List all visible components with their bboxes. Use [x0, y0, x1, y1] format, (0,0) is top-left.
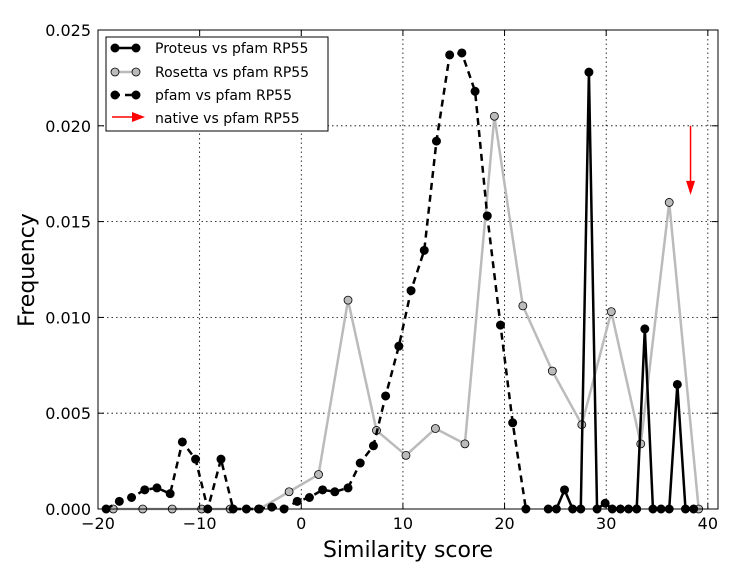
data-point-pfam — [140, 485, 150, 495]
data-point-pfam — [431, 136, 441, 146]
x-tick-label: 0 — [296, 514, 306, 533]
data-point-pfam — [114, 496, 124, 506]
data-point-pfam — [330, 487, 340, 497]
data-point-rosetta — [606, 307, 616, 317]
plot-frame — [97, 29, 719, 510]
y-tick-label: 0.020 — [45, 117, 91, 136]
x-tick-label: 40 — [698, 514, 718, 533]
data-point-pfam — [127, 493, 137, 503]
native-arrow-head — [686, 180, 696, 195]
data-point-rosetta — [401, 450, 411, 460]
data-point-rosetta — [343, 295, 353, 305]
data-point-pfam — [267, 502, 277, 512]
data-point-pfam — [470, 86, 480, 96]
data-point-proteus — [560, 485, 570, 495]
y-axis-title: Frequency — [15, 213, 40, 327]
y-tick-label: 0.010 — [45, 308, 91, 327]
legend-marker-proteus-left — [110, 43, 120, 53]
data-point-pfam — [191, 454, 201, 464]
series-line-pfam — [105, 51, 528, 511]
legend-box — [105, 36, 329, 132]
series-native — [686, 125, 696, 195]
x-axis-title: Similarity score — [323, 538, 493, 563]
legend-entry-native: native vs pfam RP55 — [112, 111, 300, 127]
data-point-pfam — [216, 454, 226, 464]
data-point-pfam — [292, 496, 302, 506]
data-point-pfam — [482, 211, 492, 221]
y-tick-label: 0.015 — [45, 213, 91, 232]
legend-label-rosetta: Rosetta vs pfam RP55 — [155, 65, 309, 81]
legend-entry-proteus: Proteus vs pfam RP55 — [110, 41, 308, 57]
x-tick-label: 30 — [596, 514, 616, 533]
legend-label-pfam: pfam vs pfam RP55 — [155, 88, 292, 104]
legend-marker-pfam-right — [131, 90, 141, 100]
data-point-rosetta — [460, 439, 470, 449]
data-point-pfam — [381, 391, 391, 401]
data-point-pfam — [394, 341, 404, 351]
legend-label-proteus: Proteus vs pfam RP55 — [155, 41, 308, 57]
legend-marker-rosetta-left — [110, 67, 120, 77]
grid — [98, 30, 718, 509]
data-point-proteus — [640, 324, 650, 334]
ticks: −20 −10 0 10 20 30 40 0.000 0.005 0.010 0.015 0.020… — [45, 21, 718, 533]
legend: Proteus vs pfam RP55 Rosetta vs pfam RP5… — [105, 36, 329, 132]
y-tick-label: 0.005 — [45, 404, 91, 423]
y-tick-label: 0.025 — [45, 21, 91, 40]
legend-label-native: native vs pfam RP55 — [155, 111, 300, 127]
series-pfam — [101, 48, 531, 514]
data-point-pfam — [152, 483, 162, 493]
data-point-proteus — [600, 498, 610, 508]
data-point-pfam — [445, 50, 455, 60]
data-point-rosetta — [664, 198, 674, 207]
x-tick-label: −20 — [81, 514, 115, 533]
x-tick-label: −10 — [183, 514, 217, 533]
data-point-pfam — [419, 245, 429, 255]
x-tick-label: 20 — [494, 514, 514, 533]
legend-entry-pfam: pfam vs pfam RP55 — [110, 88, 292, 104]
data-point-proteus — [584, 67, 594, 77]
data-point-pfam — [343, 483, 353, 493]
data-point-rosetta — [431, 424, 440, 433]
legend-entry-rosetta: Rosetta vs pfam RP55 — [110, 65, 309, 81]
data-point-rosetta — [489, 111, 499, 121]
data-point-pfam — [457, 48, 467, 58]
legend-marker-rosetta-right — [131, 67, 141, 77]
data-point-pfam — [406, 286, 416, 296]
legend-marker-proteus-right — [131, 43, 141, 53]
data-point-pfam — [304, 493, 314, 503]
legend-arrow-head — [132, 112, 145, 122]
data-point-pfam — [368, 441, 378, 451]
data-point-rosetta — [314, 470, 323, 479]
data-point-pfam — [318, 485, 328, 495]
y-tick-label: 0.000 — [45, 500, 91, 519]
data-point-rosetta — [284, 487, 294, 497]
legend-marker-pfam-left — [110, 90, 120, 100]
data-point-proteus — [672, 379, 682, 389]
data-point-rosetta — [547, 366, 557, 376]
data-point-pfam — [165, 489, 175, 499]
data-point-pfam — [495, 320, 505, 330]
data-point-pfam — [508, 418, 518, 428]
data-point-rosetta — [518, 301, 528, 311]
x-tick-label: 10 — [393, 514, 413, 533]
data-point-pfam — [177, 437, 187, 447]
data-point-pfam — [355, 458, 365, 468]
